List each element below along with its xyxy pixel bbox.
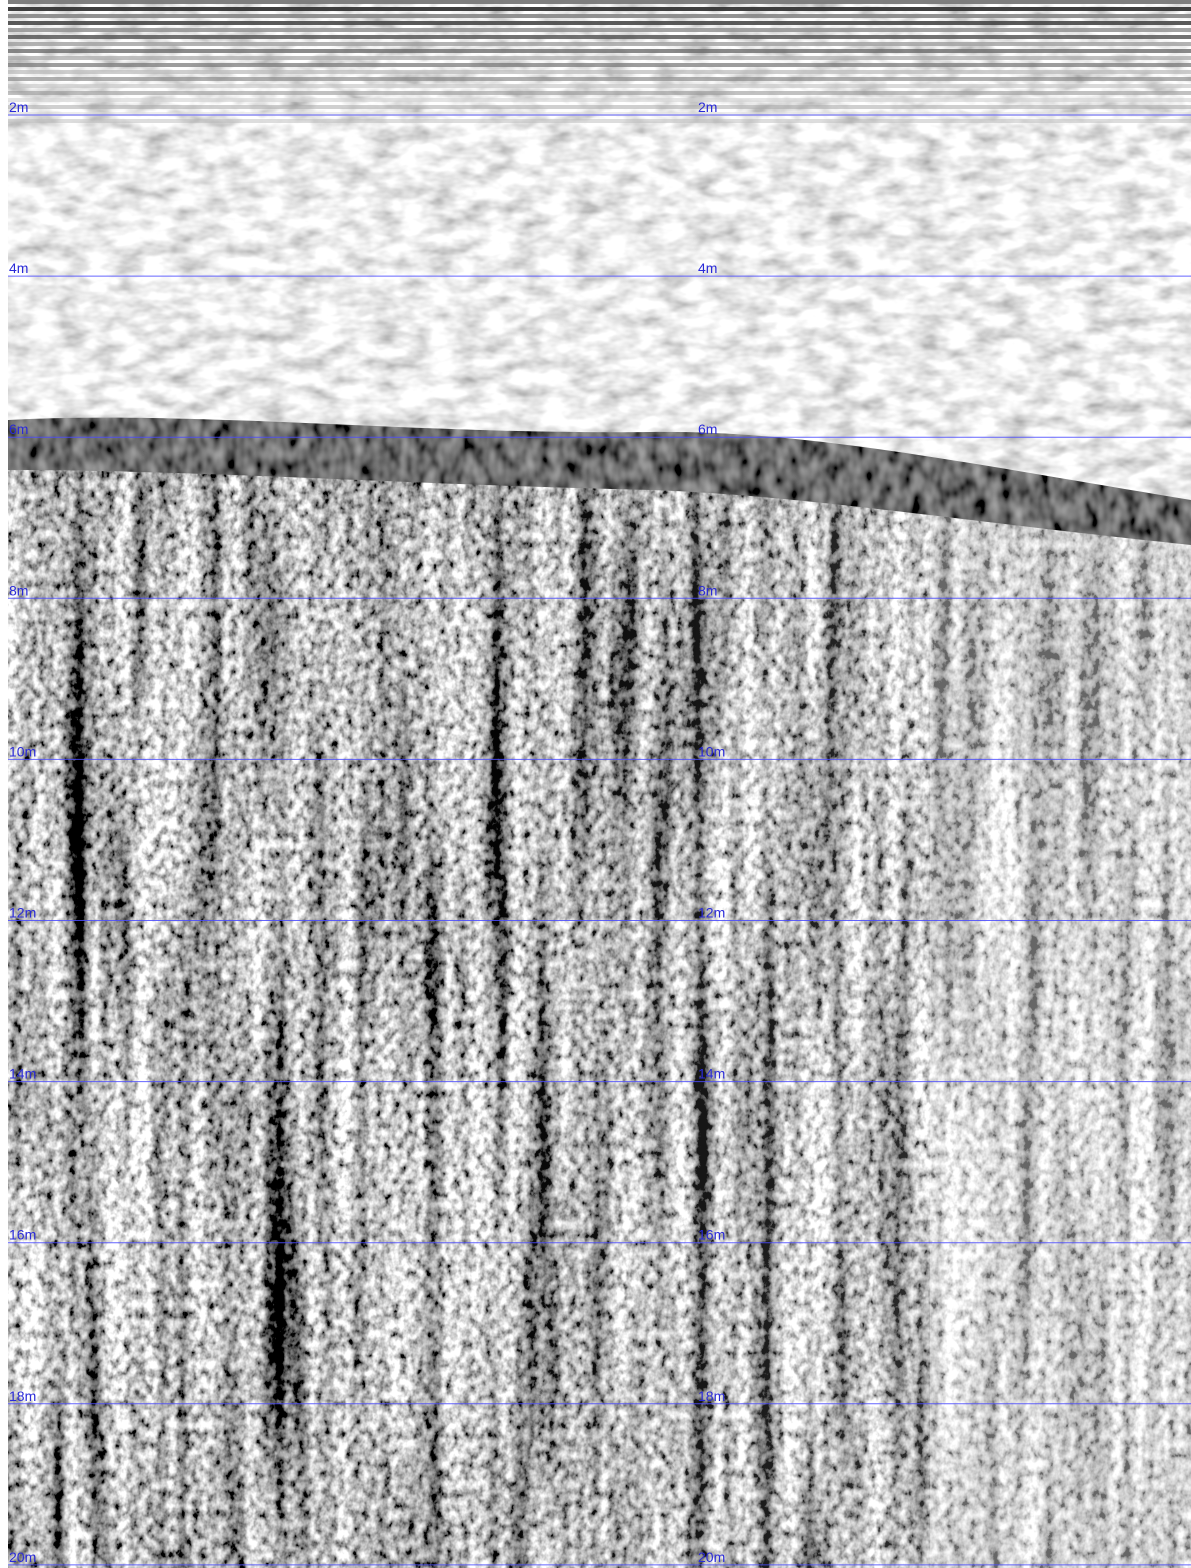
- stripe: [8, 70, 1191, 74]
- depth-label: 12m: [698, 905, 725, 921]
- depth-label: 10m: [698, 743, 725, 759]
- depth-label: 12m: [9, 905, 36, 921]
- stripe: [8, 112, 1191, 116]
- depth-label: 14m: [698, 1066, 725, 1082]
- stripe: [8, 49, 1191, 53]
- fade-zone: [450, 426, 930, 1568]
- stripe: [8, 42, 1191, 46]
- stripe: [8, 14, 1191, 18]
- depth-label: 2m: [9, 99, 28, 115]
- stripe: [8, 7, 1191, 11]
- depth-label: 18m: [698, 1388, 725, 1404]
- stripe: [8, 91, 1191, 95]
- depth-label: 8m: [698, 582, 717, 598]
- surface-stripes: [8, 0, 1191, 123]
- stripe: [8, 63, 1191, 67]
- stripe: [8, 0, 1191, 4]
- lighter-zone: [930, 426, 1191, 1568]
- depth-label: 6m: [9, 421, 28, 437]
- depth-label: 10m: [9, 743, 36, 759]
- stripe: [8, 77, 1191, 81]
- depth-label: 6m: [698, 421, 717, 437]
- depth-grid: 2m 4m 6m 8m 10m 12m 14m 16m 18m 20m 2m 4m 6m 8m 10m 12m…: [8, 99, 1191, 1566]
- stripe: [8, 98, 1191, 102]
- depth-label: 20m: [698, 1549, 725, 1565]
- stripe: [8, 84, 1191, 88]
- depth-label: 4m: [9, 260, 28, 276]
- stripe: [8, 35, 1191, 39]
- stripe: [8, 56, 1191, 60]
- depth-label: 16m: [9, 1227, 36, 1243]
- depth-label: 16m: [698, 1227, 725, 1243]
- depth-label: 4m: [698, 260, 717, 276]
- depth-label: 18m: [9, 1388, 36, 1404]
- depth-label: 20m: [9, 1549, 36, 1565]
- stripe: [8, 28, 1191, 32]
- lower-region: [8, 426, 1191, 1568]
- stripe: [8, 119, 1191, 123]
- depth-label: 8m: [9, 582, 28, 598]
- depth-label: 2m: [698, 99, 717, 115]
- depth-label: 14m: [9, 1066, 36, 1082]
- stripe: [8, 21, 1191, 25]
- stripe: [8, 105, 1191, 109]
